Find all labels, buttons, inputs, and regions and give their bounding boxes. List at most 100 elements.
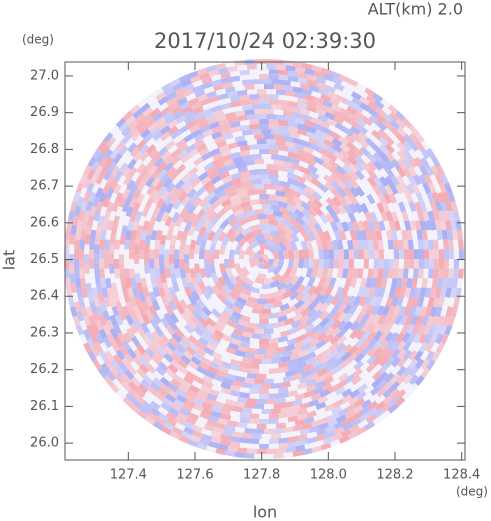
radar-cell [275, 164, 286, 172]
radar-cell [348, 344, 359, 356]
radar-cell [330, 212, 340, 224]
radar-cell [396, 126, 407, 137]
radar-cell [432, 268, 439, 279]
radar-cell [419, 201, 427, 213]
radar-cell [206, 116, 218, 126]
radar-cell [329, 341, 340, 352]
radar-cell [220, 72, 231, 79]
radar-cell [182, 350, 194, 361]
radar-cell [408, 358, 419, 370]
radar-cell [174, 328, 185, 339]
radar-cell [228, 342, 239, 351]
radar-cell [394, 396, 406, 408]
radar-cell [296, 128, 308, 136]
radar-cell [198, 147, 210, 157]
radar-cell [122, 396, 134, 408]
radar-cell [337, 187, 348, 198]
radar-cell [102, 324, 111, 335]
radar-cell [251, 383, 262, 389]
radar-cell [174, 416, 186, 426]
radar-cell [378, 184, 388, 196]
radar-cell [323, 230, 332, 242]
radar-cell [417, 239, 424, 250]
radar-cell [80, 278, 87, 289]
radar-cell [208, 195, 219, 206]
radar-cell [174, 92, 186, 102]
radar-cell [195, 272, 203, 283]
radar-cell [378, 371, 389, 382]
radar-cell [266, 348, 277, 354]
radar-cell [266, 64, 277, 70]
radar-cell [429, 220, 437, 231]
radar-cell [396, 166, 407, 178]
radar-cell [98, 350, 108, 361]
radar-cell [132, 220, 140, 231]
radar-cell [232, 328, 244, 336]
radar-cell [330, 327, 341, 338]
radar-cell [326, 356, 338, 366]
y-tick-label: 26.1 [30, 399, 59, 414]
radar-cell [237, 115, 248, 122]
radar-cell [149, 400, 161, 411]
radar-cell [111, 201, 120, 213]
radar-cell [90, 346, 100, 358]
radar-cell [201, 306, 212, 317]
radar-cell [259, 168, 269, 175]
radar-cell [448, 239, 454, 250]
radar-cell [301, 231, 311, 242]
radar-cell [318, 147, 330, 157]
radar-cell [436, 229, 443, 240]
radar-cell [366, 193, 376, 205]
radar-cell [254, 234, 264, 241]
radar-cell [367, 239, 374, 250]
radar-cell [280, 329, 291, 338]
x-tick-label: 128.2 [376, 468, 413, 483]
radar-cell [325, 204, 336, 216]
radar-cell [363, 259, 369, 269]
radar-cell [384, 372, 395, 383]
radar-cell [264, 259, 268, 264]
radar-cell [305, 357, 316, 366]
radar-cell [174, 86, 186, 96]
radar-cell [150, 338, 161, 349]
radar-cell [343, 312, 353, 324]
radar-cell [259, 218, 269, 225]
radar-cell [189, 249, 195, 259]
radar-cell [318, 230, 327, 242]
radar-cell [382, 394, 394, 405]
radar-cell [322, 99, 333, 109]
radar-cell [203, 346, 215, 356]
radar-cell [429, 287, 437, 298]
radar-cell [260, 254, 264, 259]
radar-cell [324, 430, 336, 439]
radar-cell [266, 323, 277, 329]
radar-cell [396, 277, 403, 289]
radar-cell [275, 346, 286, 354]
radar-cell [450, 287, 457, 298]
radar-cell [114, 314, 124, 326]
radar-cell [355, 186, 365, 197]
radar-cell [232, 405, 243, 413]
radar-cell [445, 306, 453, 317]
radar-cell [75, 278, 82, 289]
radar-cell [324, 111, 336, 121]
radar-cell [159, 202, 168, 214]
radar-cell [210, 308, 222, 319]
radar-cell [231, 310, 243, 320]
radar-cell [277, 249, 284, 259]
radar-cell [128, 126, 139, 137]
radar-cell [273, 427, 284, 434]
radar-cell [378, 287, 386, 298]
radar-cell [273, 184, 284, 192]
radar-cell [264, 353, 274, 359]
radar-cell [149, 189, 159, 200]
radar-cell [433, 324, 442, 336]
radar-cell [307, 372, 319, 381]
radar-cell [215, 62, 226, 70]
radar-cell [390, 373, 401, 384]
radar-cell [159, 244, 165, 255]
radar-cell [137, 383, 149, 394]
radar-cell [160, 273, 167, 284]
radar-cell [205, 184, 217, 195]
radar-cell [341, 163, 353, 175]
